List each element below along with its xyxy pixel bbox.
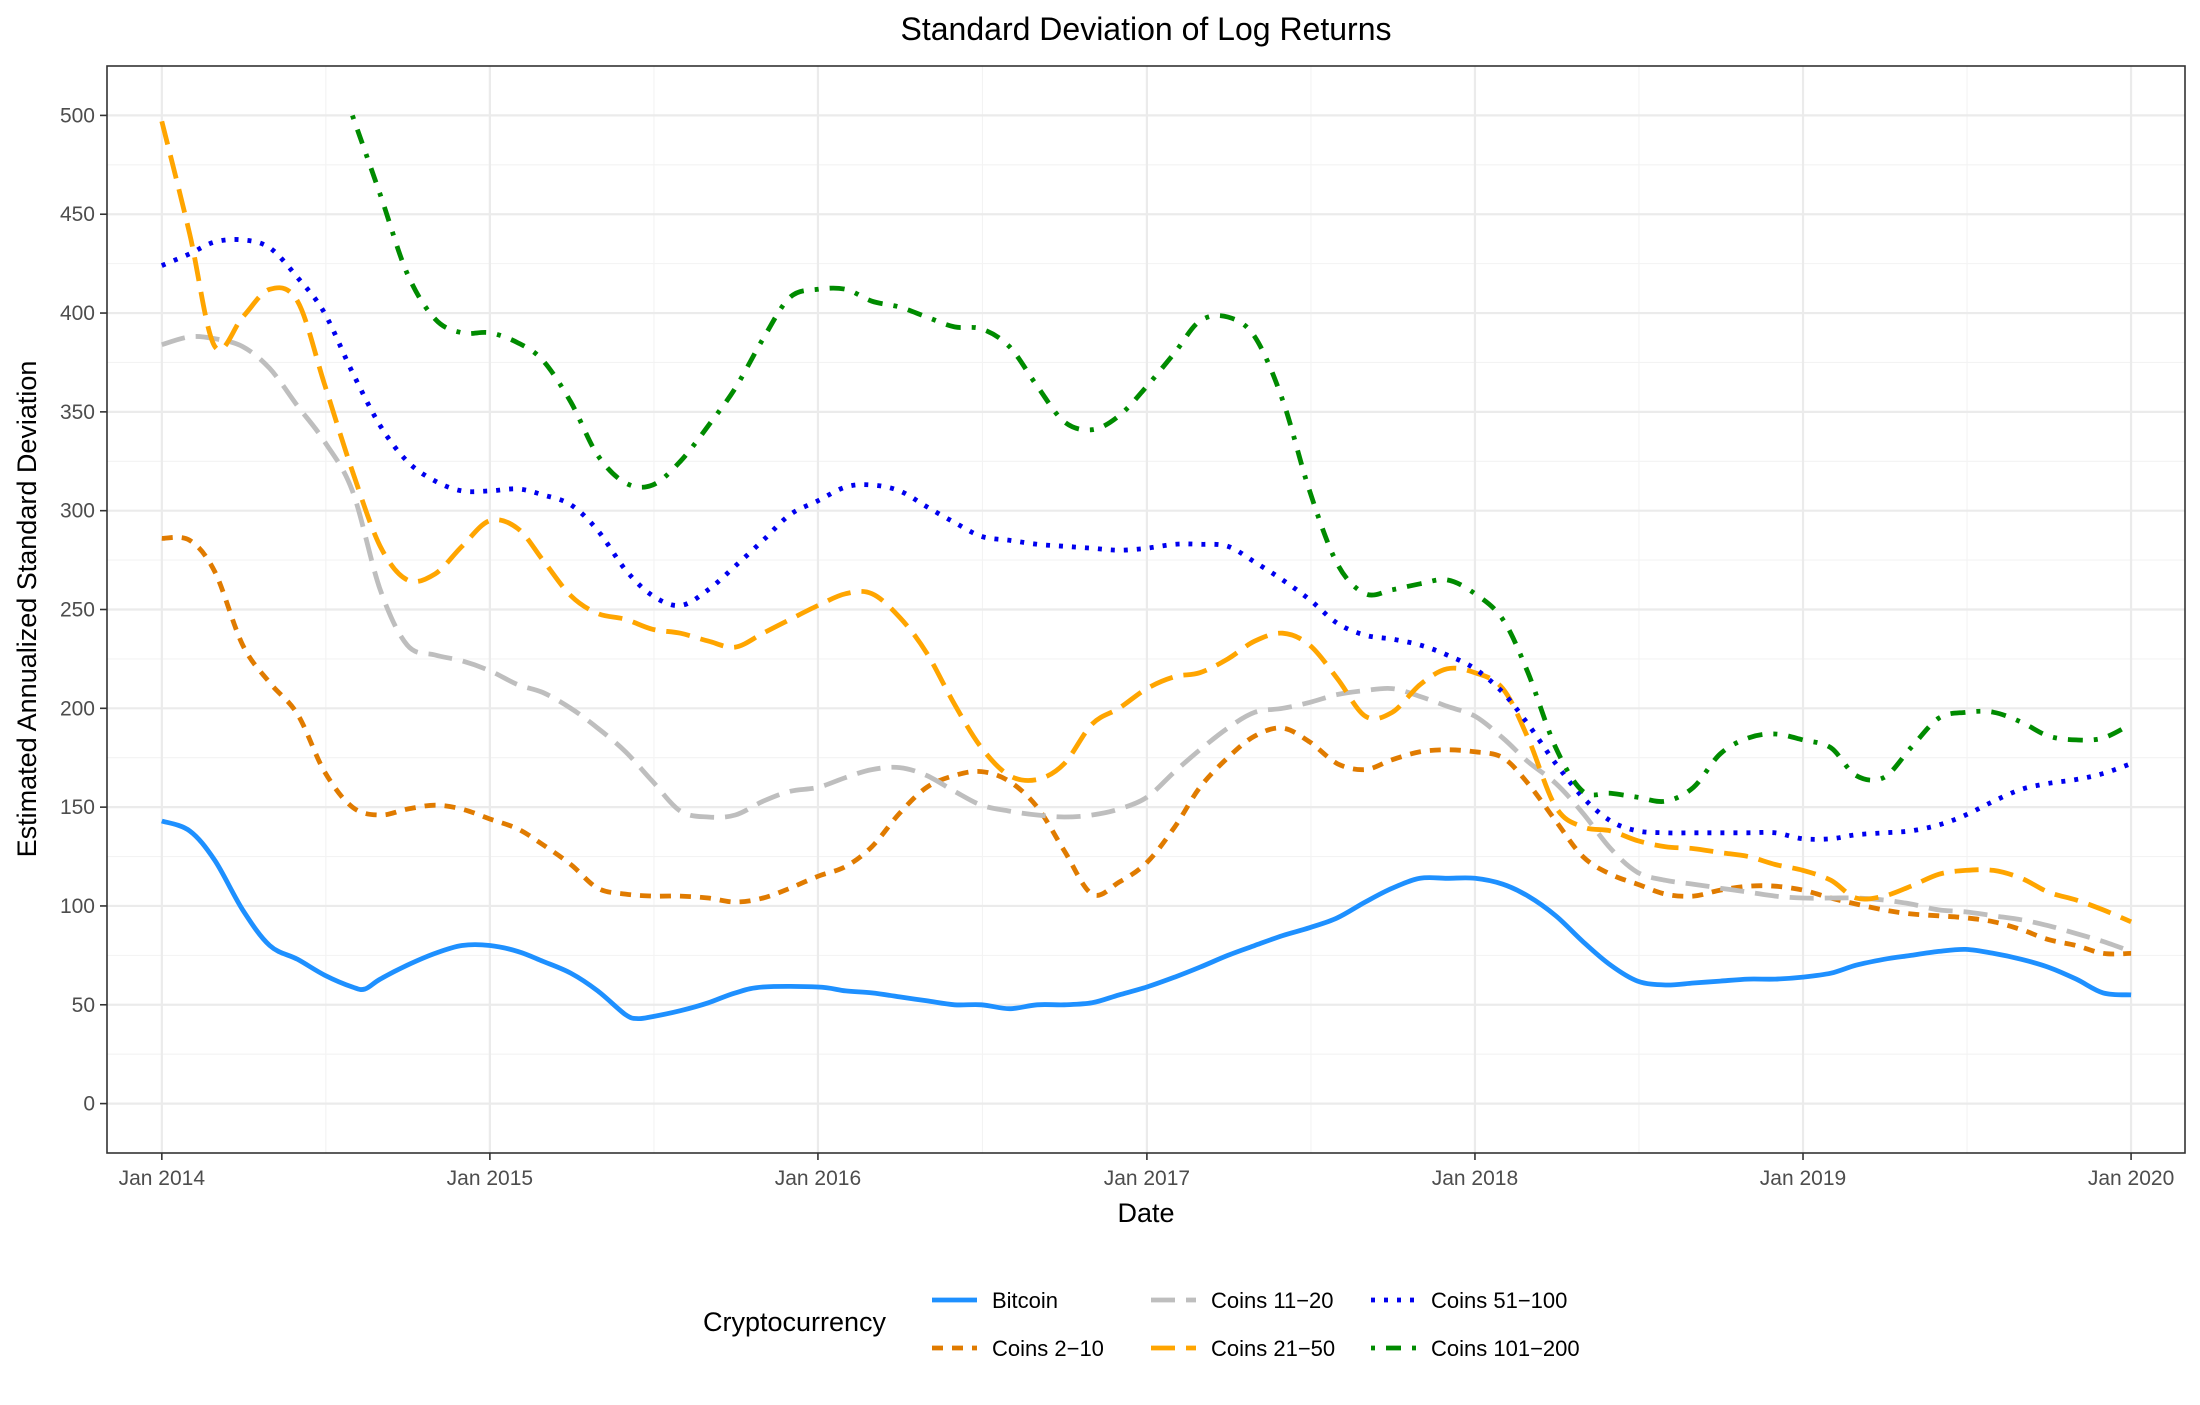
x-axis: Jan 2014 Jan 2015 Jan 2016 Jan 2017 Jan 2018…: [119, 1153, 2174, 1190]
series-line-0: [161, 818, 2132, 1022]
y-tick-label: 200: [60, 697, 95, 720]
legend-label: Coins 51−100: [1431, 1288, 1567, 1313]
x-tick-label: Jan 2016: [775, 1167, 861, 1190]
y-tick-label: 350: [60, 401, 95, 424]
x-tick-label: Jan 2020: [2088, 1167, 2174, 1190]
y-axis: 0 50 100 150 200 250 300 350 400 450 500: [60, 104, 107, 1116]
series-line-1: [161, 534, 2132, 957]
y-tick-label: 100: [60, 895, 95, 918]
legend-item-5: Coins 101−200: [1371, 1336, 1580, 1361]
chart-title: Standard Deviation of Log Returns: [901, 11, 1392, 47]
y-tick-label: 50: [72, 994, 95, 1017]
legend-item-1: Coins 2−10: [932, 1336, 1104, 1361]
x-tick-label: Jan 2019: [1760, 1167, 1846, 1190]
x-axis-title: Date: [1117, 1198, 1174, 1228]
legend-label: Coins 2−10: [992, 1336, 1104, 1361]
y-tick-label: 400: [60, 302, 95, 325]
x-tick-label: Jan 2018: [1432, 1167, 1518, 1190]
legend-item-4: Coins 51−100: [1371, 1288, 1567, 1313]
legend: Cryptocurrency Bitcoin Coins 2−10 Coins 11…: [703, 1288, 1580, 1361]
major-gridlines: [107, 66, 2185, 1153]
x-tick-label: Jan 2014: [119, 1167, 206, 1190]
series-line-5: [350, 114, 2133, 804]
legend-item-3: Coins 21−50: [1151, 1336, 1335, 1361]
x-tick-label: Jan 2017: [1104, 1167, 1190, 1190]
legend-label: Coins 21−50: [1211, 1336, 1335, 1361]
legend-item-2: Coins 11−20: [1151, 1288, 1334, 1313]
legend-label: Coins 101−200: [1431, 1336, 1580, 1361]
legend-label: Bitcoin: [992, 1288, 1058, 1313]
y-tick-label: 150: [60, 796, 95, 819]
legend-item-0: Bitcoin: [932, 1288, 1058, 1313]
series-line-2: [161, 334, 2132, 954]
y-tick-label: 300: [60, 500, 95, 523]
y-tick-label: 250: [60, 599, 95, 622]
y-axis-title: Estimated Annualized Standard Deviation: [12, 361, 42, 858]
y-tick-label: 0: [83, 1093, 95, 1116]
y-tick-label: 450: [60, 203, 95, 226]
legend-title: Cryptocurrency: [703, 1307, 887, 1337]
series-line-3: [159, 120, 2133, 925]
x-tick-label: Jan 2015: [447, 1167, 533, 1190]
series-lines: [159, 114, 2133, 1022]
legend-label: Coins 11−20: [1211, 1288, 1334, 1313]
y-tick-label: 500: [60, 104, 95, 127]
